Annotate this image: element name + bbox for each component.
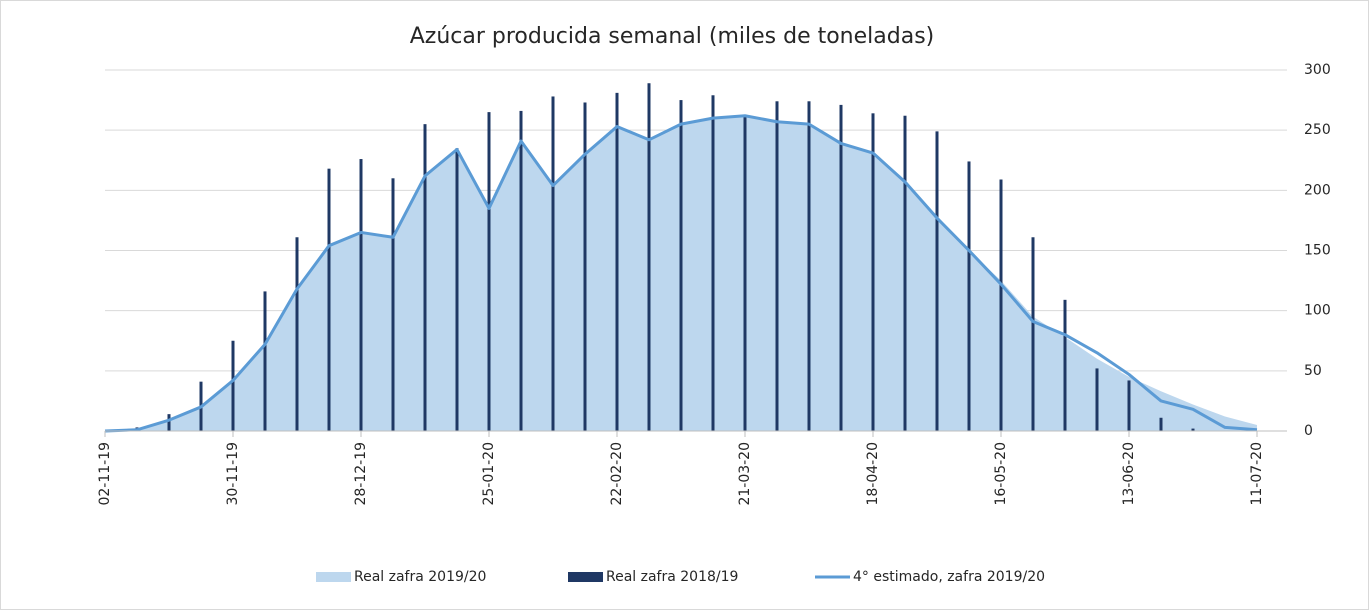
bar bbox=[583, 102, 587, 432]
bar bbox=[551, 96, 555, 432]
x-tick-label: 16-05-20 bbox=[993, 442, 1009, 506]
bar bbox=[263, 291, 267, 431]
bar bbox=[839, 104, 843, 431]
line bbox=[104, 114, 1258, 433]
bar bbox=[935, 131, 939, 431]
bar bbox=[1063, 299, 1067, 431]
bar bbox=[903, 115, 907, 431]
bar bbox=[423, 124, 427, 432]
legend-swatch bbox=[568, 572, 603, 582]
axes: 0 50 100 150 200 250 300 02-11-19 30-11-19 28-12-… bbox=[97, 62, 1331, 506]
x-tick-label: 30-11-19 bbox=[225, 442, 241, 506]
bar bbox=[679, 100, 683, 431]
bar bbox=[295, 237, 299, 431]
bar bbox=[455, 148, 459, 431]
bar bbox=[1127, 380, 1131, 431]
legend-label: Real zafra 2019/20 bbox=[354, 569, 486, 585]
x-tick-label: 22-02-20 bbox=[609, 442, 625, 506]
bar bbox=[711, 95, 715, 432]
x-tick-label: 11-07-20 bbox=[1249, 442, 1265, 506]
bar bbox=[967, 161, 971, 431]
bar bbox=[487, 112, 491, 431]
bar bbox=[519, 110, 523, 431]
legend-label: Real zafra 2018/19 bbox=[606, 569, 738, 585]
y-tick-label: 50 bbox=[1304, 363, 1322, 379]
bar bbox=[327, 168, 331, 431]
bar bbox=[231, 340, 235, 431]
bar bbox=[999, 179, 1003, 431]
x-tick-label: 21-03-20 bbox=[737, 442, 753, 506]
y-tick-label: 100 bbox=[1304, 303, 1331, 319]
legend-swatch bbox=[316, 572, 351, 582]
bar bbox=[359, 159, 363, 431]
chart-title: Azúcar producida semanal (miles de tonel… bbox=[410, 24, 935, 49]
x-tick-label: 18-04-20 bbox=[865, 442, 881, 506]
bar bbox=[1159, 417, 1163, 431]
bar bbox=[1095, 368, 1099, 431]
bar bbox=[807, 101, 811, 431]
x-tick-label: 13-06-20 bbox=[1121, 442, 1137, 506]
bar bbox=[1191, 428, 1195, 431]
bar bbox=[743, 115, 747, 431]
bar bbox=[167, 414, 171, 431]
bar bbox=[1031, 237, 1035, 431]
y-tick-label: 250 bbox=[1304, 122, 1331, 138]
legend: Real zafra 2019/20 Real zafra 2018/19 4° e… bbox=[316, 569, 1045, 585]
y-tick-label: 300 bbox=[1304, 62, 1331, 78]
y-tick-label: 150 bbox=[1304, 243, 1331, 259]
x-tick-label: 28-12-19 bbox=[353, 442, 369, 506]
x-tick-label: 25-01-20 bbox=[481, 442, 497, 506]
legend-label: 4° estimado, zafra 2019/20 bbox=[853, 569, 1045, 585]
bar bbox=[871, 113, 875, 431]
plot bbox=[104, 83, 1258, 433]
bar bbox=[775, 101, 779, 431]
bar bbox=[647, 83, 651, 431]
x-tick-label: 02-11-19 bbox=[97, 442, 113, 506]
y-tick-label: 0 bbox=[1304, 423, 1313, 439]
bar bbox=[391, 178, 395, 431]
bar bbox=[615, 92, 619, 431]
y-tick-label: 200 bbox=[1304, 182, 1331, 198]
